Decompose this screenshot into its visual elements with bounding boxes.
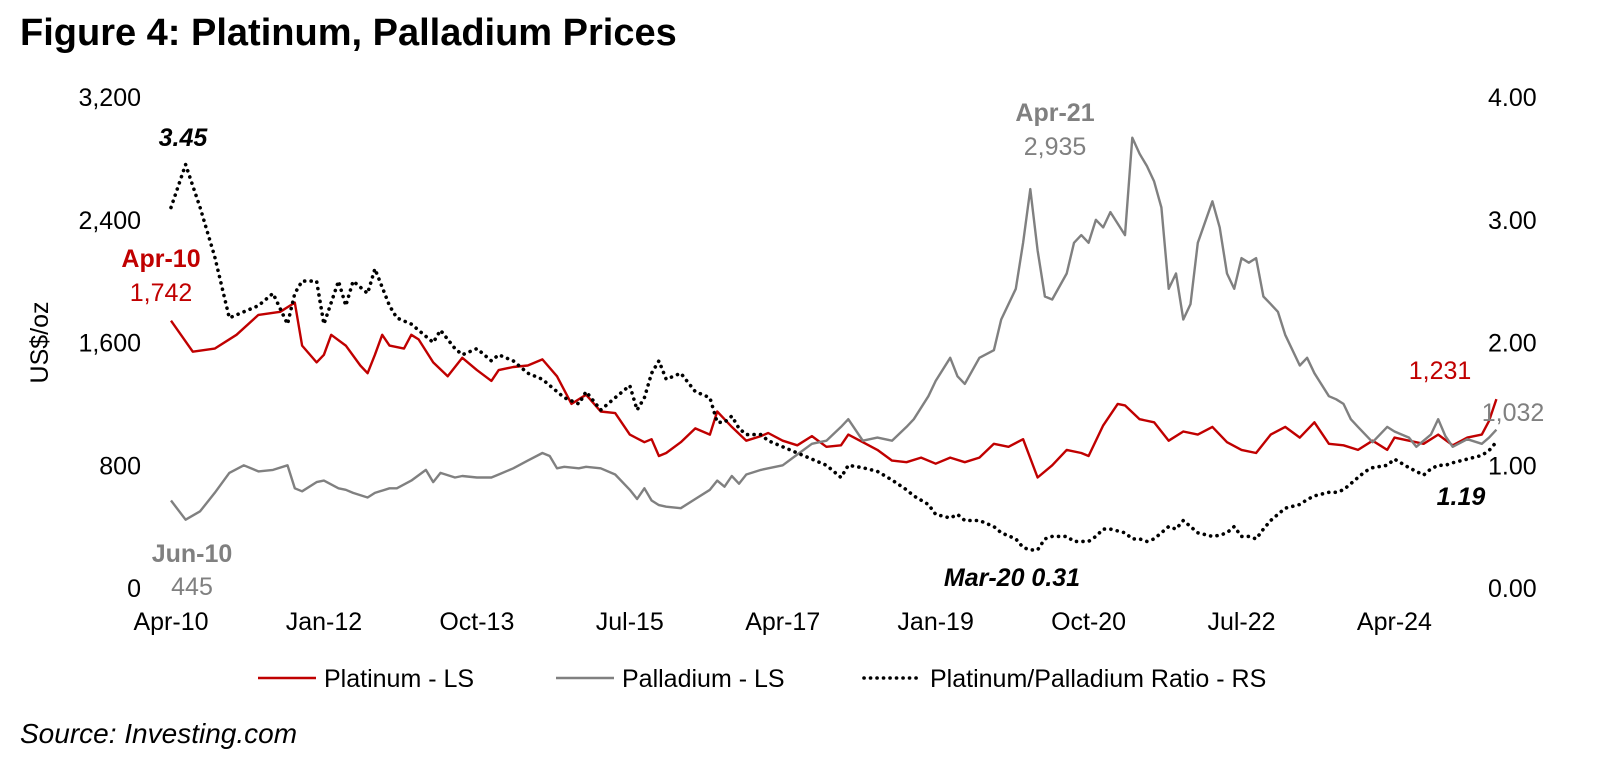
x-tick-apr-10: Apr-10 [133, 608, 208, 636]
y-left-tick-2-400: 2,400 [78, 207, 141, 235]
annotation-1-19: 1.19 [1437, 483, 1486, 511]
series-line-palladium [170, 136, 1498, 521]
source-note: Source: Investing.com [20, 718, 298, 749]
annotation-mar-20-0-31: Mar-20 0.31 [944, 564, 1080, 592]
annotation-jun-10: Jun-10 [152, 540, 233, 568]
legend: Platinum - LS Palladium - LS Platinum/Pall… [258, 665, 1266, 693]
x-tick-oct-13: Oct-13 [439, 608, 514, 636]
x-tick-apr-17: Apr-17 [745, 608, 820, 636]
annotation-1-742: 1,742 [130, 279, 193, 307]
x-tick-jan-12: Jan-12 [286, 608, 362, 636]
y-left-axis-title: US$/oz [26, 302, 54, 384]
legend-label-ratio: Platinum/Palladium Ratio - RS [930, 665, 1266, 693]
y-right-tick-4-00: 4.00 [1488, 84, 1537, 112]
y-right-tick-3-00: 3.00 [1488, 207, 1537, 235]
y-left-tick-800: 800 [99, 452, 141, 480]
y-left-tick-3-200: 3,200 [78, 84, 141, 112]
legend-label-palladium: Palladium - LS [622, 665, 785, 693]
y-right-tick-2-00: 2.00 [1488, 330, 1537, 358]
annotation-445: 445 [171, 573, 213, 601]
annotation-3-45: 3.45 [159, 124, 209, 152]
y-left-tick-1-600: 1,600 [78, 330, 141, 358]
legend-label-platinum: Platinum - LS [324, 665, 474, 693]
annotation-1-032: 1,032 [1482, 399, 1545, 427]
series-line-ratio [169, 162, 1499, 552]
annotations-layer: 3.45 Apr-10 1,742 Jun-10 445 Apr-21 2,935 Mar-2… [121, 99, 1544, 601]
axes-layer: 0 800 1,600 2,400 3,200 0.00 1.00 2.00 3.00 4.00 U… [26, 84, 1537, 636]
series-line-platinum [170, 301, 1498, 479]
annotation-2-935: 2,935 [1024, 133, 1087, 161]
chart-title: Figure 4: Platinum, Palladium Prices [20, 12, 677, 54]
annotation-apr-21: Apr-21 [1015, 99, 1094, 127]
x-tick-jul-22: Jul-22 [1207, 608, 1275, 636]
x-tick-jan-19: Jan-19 [897, 608, 973, 636]
annotation-apr-10: Apr-10 [121, 245, 200, 273]
x-tick-oct-20: Oct-20 [1051, 608, 1126, 636]
x-tick-apr-24: Apr-24 [1357, 608, 1432, 636]
series-layer [169, 136, 1499, 552]
y-left-tick-0: 0 [127, 575, 141, 603]
x-tick-jul-15: Jul-15 [596, 608, 664, 636]
y-right-tick-1-00: 1.00 [1488, 452, 1537, 480]
annotation-1-231: 1,231 [1409, 357, 1472, 385]
y-right-tick-0-00: 0.00 [1488, 575, 1537, 603]
